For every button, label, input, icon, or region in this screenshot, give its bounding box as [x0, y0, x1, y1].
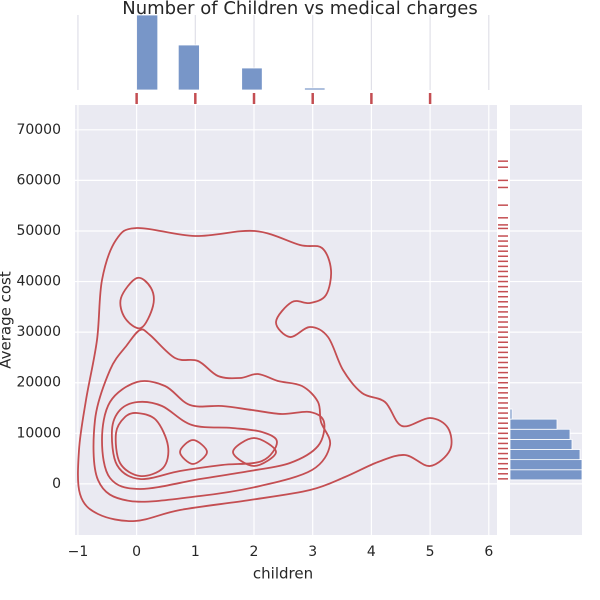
x-axis-label: children — [253, 565, 313, 583]
y-tick-label: 50000 — [16, 223, 61, 239]
y-hist-bar — [509, 408, 513, 420]
y-tick-label: 30000 — [16, 324, 61, 340]
x-hist-bar — [177, 44, 200, 91]
y-tick-label: 40000 — [16, 274, 61, 290]
kde-contour — [110, 400, 278, 480]
x-hist-bar — [136, 14, 159, 91]
x-tick-label: 0 — [132, 544, 141, 560]
y-hist-bar — [509, 418, 558, 430]
x-tick-label: −1 — [68, 544, 89, 560]
y-tick-label: 60000 — [16, 172, 61, 188]
x-tick-label: 2 — [250, 544, 259, 560]
y-tick-label: 0 — [52, 476, 61, 492]
kde-contour — [119, 276, 155, 330]
x-tick-label: 6 — [484, 544, 493, 560]
kde-contour — [114, 411, 170, 477]
main-axes-bg — [75, 105, 497, 535]
x-tick-label: 5 — [426, 544, 435, 560]
y-hist-bar — [509, 469, 583, 481]
x-tick-label: 1 — [191, 544, 200, 560]
y-tick-label: 20000 — [16, 375, 61, 391]
y-hist-bar — [509, 438, 573, 450]
x-hist-bar — [304, 87, 326, 91]
kde-contour — [92, 328, 332, 503]
y-hist-bar — [509, 428, 571, 440]
x-tick-label: 3 — [308, 544, 317, 560]
kde-contour — [101, 380, 326, 490]
kde-contour — [179, 439, 208, 465]
y-axis-label: Average cost — [0, 271, 15, 369]
y-tick-label: 10000 — [16, 425, 61, 441]
marks — [77, 227, 453, 522]
y-hist-bar — [509, 459, 583, 471]
kde-contour — [232, 437, 277, 467]
y-hist-bar — [509, 449, 581, 461]
kde-contour — [77, 227, 453, 522]
y-tick-label: 70000 — [16, 122, 61, 138]
x-hist-bar — [241, 67, 263, 91]
chart-title: Number of Children vs medical charges — [122, 0, 477, 19]
x-tick-label: 4 — [367, 544, 376, 560]
